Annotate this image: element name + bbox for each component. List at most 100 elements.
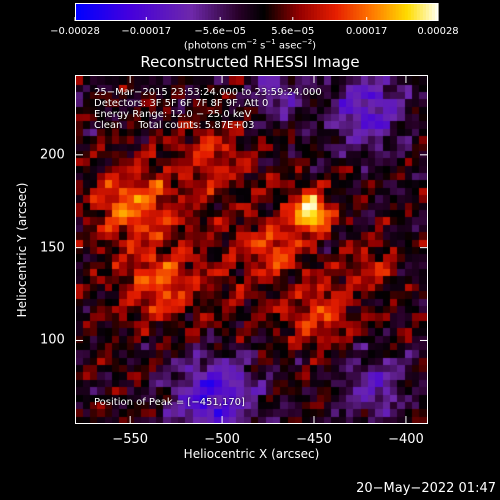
x-tick-label: −400 xyxy=(388,432,424,447)
colorbar-segment xyxy=(383,3,388,21)
colorbar-segment xyxy=(344,3,348,21)
colorbar-segment xyxy=(401,3,406,21)
colorbar-segment xyxy=(374,3,379,21)
colorbar-tick-label: −0.00028 xyxy=(50,26,100,37)
colorbar-segment xyxy=(211,3,215,21)
colorbar-segment xyxy=(428,3,433,21)
colorbar-segment xyxy=(274,3,279,21)
colorbar-segment xyxy=(301,3,306,21)
timestamp: 20−May−2022 01:47 xyxy=(356,481,496,496)
colorbar-segment xyxy=(353,3,357,21)
colorbar-segment xyxy=(365,3,370,21)
detectors-text: Detectors: 3F 5F 6F 7F 8F 9F, Att 0 xyxy=(94,98,269,109)
colorbar-border xyxy=(75,3,438,21)
colorbar-tick-label: −0.00017 xyxy=(121,26,172,37)
colorbar-segment xyxy=(232,3,236,21)
colorbar-segment xyxy=(223,3,227,21)
x-axis-label: Heliocentric X (arcsec) xyxy=(183,447,320,461)
colorbar-segment xyxy=(129,3,134,21)
colorbar-segment xyxy=(199,3,203,21)
colorbar-segment xyxy=(332,3,336,21)
colorbar-segment xyxy=(105,3,109,21)
colorbar-tick-label: −5.6e−05 xyxy=(194,26,246,37)
colorbar-segment xyxy=(229,3,233,21)
colorbar-segment xyxy=(320,3,324,21)
colorbar-segment xyxy=(99,3,103,21)
colorbar-segment xyxy=(171,3,176,21)
colorbar-segment xyxy=(165,3,170,21)
colorbar-segment xyxy=(434,3,439,21)
colorbar-segment xyxy=(356,3,360,21)
colorbar-segment xyxy=(189,3,194,21)
colorbar-segment xyxy=(398,3,403,21)
colorbar-segment xyxy=(350,3,354,21)
y-axis-label: Heliocentric Y (arcsec) xyxy=(15,182,29,318)
colorbar-segment xyxy=(389,3,394,21)
colorbar-segment xyxy=(183,3,188,21)
colorbar-segment xyxy=(392,3,397,21)
colorbar-segment xyxy=(310,3,315,21)
colorbar-segment xyxy=(289,3,294,21)
colorbar-segment xyxy=(317,3,321,21)
clean-counts-text: Clean Total counts: 5.87E+03 xyxy=(94,120,255,131)
colorbar-segment xyxy=(220,3,224,21)
colorbar-segment xyxy=(90,3,94,21)
colorbar-segment xyxy=(386,3,391,21)
colorbar-segment xyxy=(205,3,209,21)
time-range-text: 25−Mar−2015 23:53:24.000 to 23:59:24.000 xyxy=(94,87,322,98)
colorbar-segment xyxy=(138,3,143,21)
colorbar-segment xyxy=(362,3,367,21)
colorbar-segment xyxy=(84,3,88,21)
colorbar-segment xyxy=(174,3,179,21)
colorbar-segment xyxy=(431,3,436,21)
colorbar-segment xyxy=(153,3,158,21)
heatmap-image xyxy=(76,76,427,423)
colorbar xyxy=(74,3,439,21)
colorbar-segment xyxy=(262,3,267,21)
colorbar-segment xyxy=(380,3,385,21)
colorbar-segment xyxy=(141,3,146,21)
colorbar-unit-label: (photons cm−2 s−1 asec−2) xyxy=(183,38,317,52)
colorbar-segment xyxy=(341,3,345,21)
colorbar-segment xyxy=(410,3,415,21)
colorbar-segment xyxy=(407,3,412,21)
colorbar-segment xyxy=(253,3,258,21)
colorbar-segment xyxy=(247,3,252,21)
energy-range-text: Energy Range: 12.0 − 25.0 keV xyxy=(94,109,252,120)
colorbar-segment xyxy=(75,3,79,21)
chart-title: Reconstructed RHESSI Image xyxy=(140,53,360,71)
colorbar-segment xyxy=(81,3,85,21)
colorbar-tick-label: 5.6e−05 xyxy=(271,26,315,37)
colorbar-segment xyxy=(422,3,427,21)
colorbar-segment xyxy=(416,3,421,21)
colorbar-segment xyxy=(326,3,330,21)
colorbar-segment xyxy=(425,3,430,21)
colorbar-segment xyxy=(335,3,339,21)
colorbar-segment xyxy=(202,3,206,21)
colorbar-segment xyxy=(108,3,112,21)
colorbar-segment xyxy=(208,3,212,21)
colorbar-segment xyxy=(162,3,167,21)
colorbar-tick-label: 0.00028 xyxy=(417,26,459,37)
colorbar-segment xyxy=(313,3,318,21)
colorbar-segment xyxy=(283,3,288,21)
colorbar-segment xyxy=(347,3,351,21)
colorbar-segment xyxy=(186,3,191,21)
colorbar-segment xyxy=(371,3,376,21)
y-tick-label: 200 xyxy=(40,147,65,163)
colorbar-segment xyxy=(368,3,373,21)
colorbar-segment xyxy=(329,3,333,21)
colorbar-segment xyxy=(307,3,312,21)
colorbar-segment xyxy=(144,3,149,21)
colorbar-segment xyxy=(244,3,249,21)
colorbar-segment xyxy=(265,3,270,21)
colorbar-segment xyxy=(126,3,131,21)
colorbar-segment xyxy=(147,3,152,21)
colorbar-segment xyxy=(214,3,218,21)
peak-position-text: Position of Peak = [−451,170] xyxy=(94,397,245,408)
colorbar-tick-label: 0.00017 xyxy=(346,26,388,37)
colorbar-segment xyxy=(78,3,82,21)
colorbar-segment xyxy=(259,3,264,21)
colorbar-segment xyxy=(413,3,418,21)
